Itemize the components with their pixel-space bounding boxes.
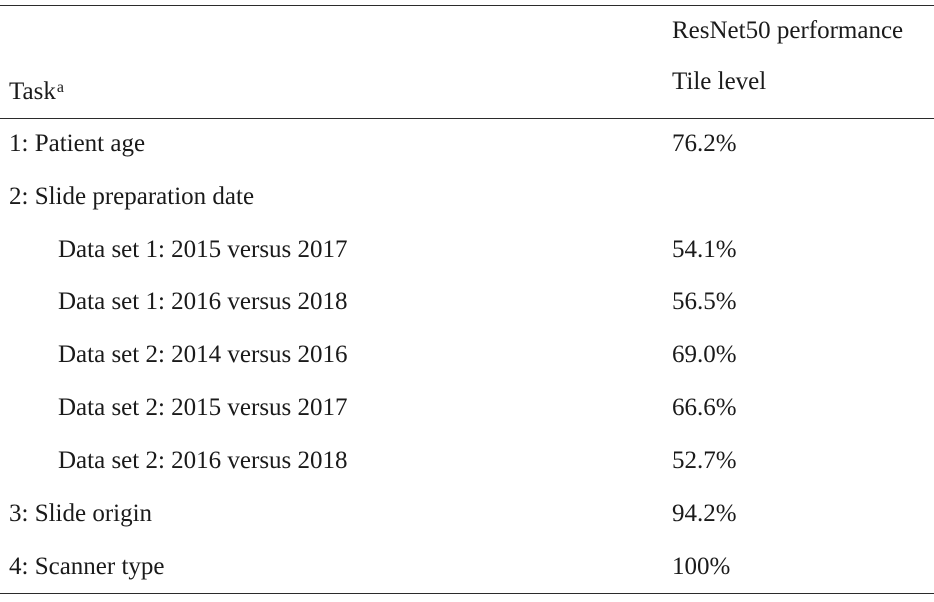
header-task-footnote-marker: a [56, 79, 64, 96]
row-value: 94.2% [672, 500, 737, 527]
row-value: 52.7% [672, 447, 737, 474]
row-task: 1: Patient age [9, 130, 146, 157]
row-task: Data set 1: 2016 versus 2018 [58, 288, 348, 315]
row-value: 66.6% [672, 394, 737, 421]
row-task: Data set 1: 2015 versus 2017 [58, 236, 348, 263]
header-task: Taska [9, 77, 64, 107]
row-task: Data set 2: 2015 versus 2017 [58, 394, 348, 421]
row-value: 69.0% [672, 341, 737, 368]
row-task: 4: Scanner type [9, 553, 165, 580]
row-value: 76.2% [672, 130, 737, 157]
row-task: 3: Slide origin [9, 500, 153, 527]
row-value: 100% [672, 553, 731, 580]
row-value: 56.5% [672, 288, 737, 315]
row-task: Data set 2: 2016 versus 2018 [58, 447, 348, 474]
header-performance-group: ResNet50 performance [672, 17, 904, 44]
table-header-rule [0, 118, 934, 119]
table-top-rule [0, 5, 934, 6]
header-tile-level: Tile level [672, 68, 767, 95]
row-task: Data set 2: 2014 versus 2016 [58, 341, 348, 368]
row-task: 2: Slide preparation date [9, 183, 255, 210]
row-value: 54.1% [672, 236, 737, 263]
table-bottom-rule [0, 593, 934, 594]
header-task-label: Task [9, 78, 56, 105]
